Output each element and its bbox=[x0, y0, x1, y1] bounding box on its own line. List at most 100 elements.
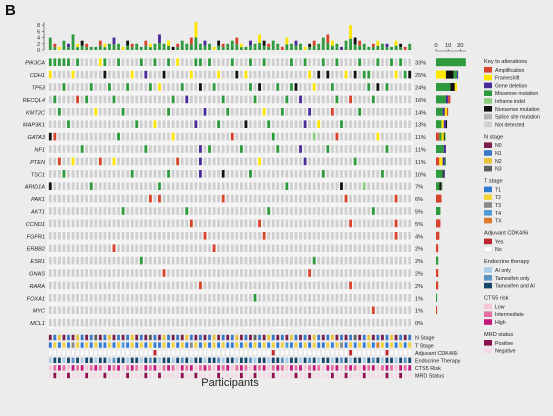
annotation-cell bbox=[344, 372, 348, 379]
empty-cell bbox=[85, 182, 89, 190]
annotation-cell bbox=[103, 342, 107, 348]
empty-cell bbox=[85, 232, 89, 240]
annotation-cell bbox=[239, 334, 243, 341]
empty-cell bbox=[353, 194, 357, 203]
empty-cell bbox=[399, 170, 403, 178]
annotation-cell bbox=[117, 365, 120, 371]
empty-cell bbox=[212, 170, 216, 178]
empty-cell bbox=[167, 318, 170, 327]
empty-cell bbox=[117, 108, 120, 116]
empty-cell bbox=[76, 294, 79, 302]
annotation-cell bbox=[53, 365, 57, 371]
empty-cell bbox=[221, 108, 225, 116]
alteration-cell bbox=[276, 145, 280, 153]
empty-cell bbox=[117, 294, 120, 302]
empty-cell bbox=[367, 132, 371, 141]
gene-label: PAK1 bbox=[31, 197, 45, 203]
empty-cell bbox=[403, 182, 407, 190]
alteration-cell bbox=[349, 281, 352, 290]
annotation-cell bbox=[362, 365, 366, 371]
empty-cell bbox=[189, 58, 193, 66]
empty-cell bbox=[57, 120, 61, 128]
empty-cell bbox=[85, 269, 89, 277]
empty-cell bbox=[321, 294, 325, 302]
empty-cell bbox=[376, 70, 380, 79]
empty-cell bbox=[148, 58, 152, 66]
empty-cell bbox=[376, 145, 380, 153]
empty-cell bbox=[48, 219, 52, 228]
empty-cell bbox=[344, 145, 348, 153]
side-bar-segment bbox=[436, 293, 438, 302]
empty-cell bbox=[221, 269, 225, 277]
burden-bar bbox=[117, 47, 120, 50]
empty-cell bbox=[103, 145, 107, 153]
alteration-cell bbox=[244, 70, 248, 79]
annotation-cell bbox=[381, 365, 384, 371]
side-bar-segment bbox=[436, 194, 442, 203]
empty-cell bbox=[290, 207, 293, 215]
empty-cell bbox=[408, 83, 412, 91]
empty-cell bbox=[244, 132, 248, 141]
annotation-cell bbox=[130, 342, 134, 348]
side-bar-segment bbox=[439, 132, 442, 141]
legend-swatch bbox=[484, 267, 492, 273]
annotation-cell bbox=[71, 365, 75, 371]
empty-cell bbox=[208, 219, 211, 228]
burden-bar bbox=[94, 46, 98, 50]
empty-cell bbox=[94, 83, 98, 91]
empty-cell bbox=[249, 70, 252, 79]
empty-cell bbox=[367, 170, 371, 178]
empty-cell bbox=[180, 194, 184, 203]
empty-cell bbox=[158, 120, 161, 128]
empty-cell bbox=[212, 232, 216, 240]
legend-swatch bbox=[484, 82, 492, 89]
annotation-cell bbox=[85, 357, 89, 363]
annotation-cell bbox=[176, 342, 180, 348]
empty-cell bbox=[199, 182, 202, 190]
empty-cell bbox=[285, 219, 289, 228]
annotation-cell bbox=[103, 357, 107, 363]
empty-cell bbox=[98, 219, 102, 228]
empty-cell bbox=[135, 157, 139, 166]
alteration-cell bbox=[48, 58, 52, 66]
alteration-cell bbox=[185, 207, 189, 215]
empty-cell bbox=[199, 256, 202, 265]
annotation-cell bbox=[308, 342, 312, 348]
empty-cell bbox=[258, 58, 261, 66]
burden-bar bbox=[117, 43, 120, 48]
annotation-cell bbox=[258, 357, 261, 363]
empty-cell bbox=[112, 182, 116, 190]
empty-cell bbox=[362, 281, 366, 290]
annotation-cell bbox=[67, 365, 70, 371]
empty-cell bbox=[290, 256, 293, 265]
side-bar-segment bbox=[436, 281, 439, 290]
burden-bar bbox=[194, 37, 198, 50]
annotation-cell bbox=[66, 349, 71, 356]
annotation-cell bbox=[317, 357, 321, 363]
annotation-cell bbox=[139, 357, 143, 363]
empty-cell bbox=[353, 132, 357, 141]
side-bar-segment bbox=[442, 169, 444, 178]
empty-cell bbox=[244, 182, 248, 190]
annotation-cell bbox=[148, 349, 152, 356]
burden-bar bbox=[294, 40, 298, 46]
empty-cell bbox=[194, 170, 198, 178]
empty-cell bbox=[71, 207, 75, 215]
annotation-cell bbox=[85, 372, 89, 379]
empty-cell bbox=[194, 132, 198, 141]
empty-cell bbox=[108, 244, 111, 252]
empty-cell bbox=[180, 182, 184, 190]
annotation-cell bbox=[349, 342, 352, 348]
empty-cell bbox=[139, 108, 143, 116]
empty-cell bbox=[258, 294, 261, 302]
empty-cell bbox=[103, 318, 107, 327]
empty-cell bbox=[76, 83, 79, 91]
empty-cell bbox=[217, 318, 221, 327]
empty-cell bbox=[312, 318, 316, 327]
empty-cell bbox=[103, 219, 107, 228]
annotation-cell bbox=[248, 349, 253, 356]
empty-cell bbox=[80, 132, 84, 141]
empty-cell bbox=[199, 95, 202, 104]
annotation-cell bbox=[349, 334, 352, 341]
empty-cell bbox=[285, 194, 289, 203]
